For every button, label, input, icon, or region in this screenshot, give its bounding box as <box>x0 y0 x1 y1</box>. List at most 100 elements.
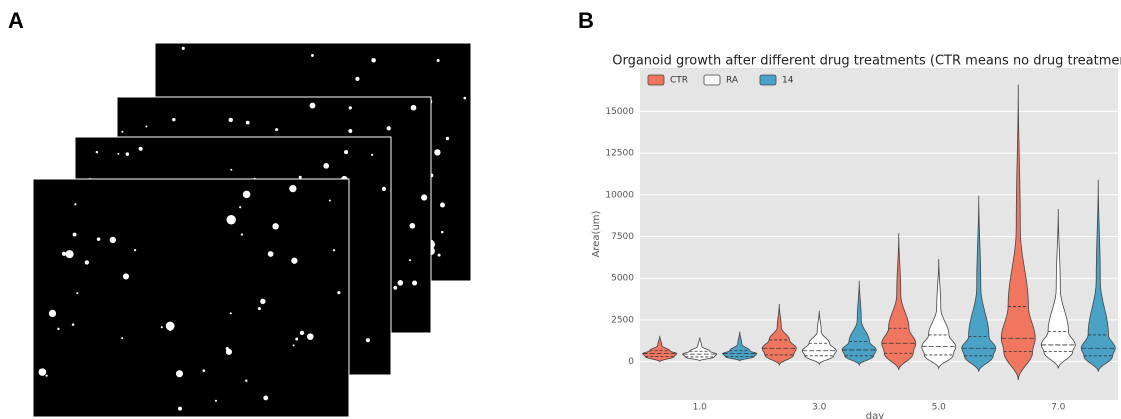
organoid-dot <box>299 176 302 179</box>
organoid-dot <box>307 333 314 340</box>
micrograph <box>33 179 349 417</box>
organoid-dot <box>410 223 416 229</box>
organoid-dot <box>412 281 417 286</box>
y-tick-label: 12500 <box>605 149 634 159</box>
organoid-dot <box>178 407 182 411</box>
organoid-dot <box>293 344 295 346</box>
organoid-dot <box>300 331 304 335</box>
organoid-dot <box>310 103 316 109</box>
organoid-dot <box>65 250 73 258</box>
x-tick-label: 7.0 <box>1051 403 1066 413</box>
organoid-dot <box>337 291 340 294</box>
organoid-dot <box>57 328 59 330</box>
organoid-dot <box>260 299 265 304</box>
y-tick-label: 15000 <box>605 107 634 117</box>
organoid-dot <box>117 153 119 155</box>
organoid-dot <box>441 231 444 234</box>
organoid-dot <box>411 105 417 111</box>
organoid-dot <box>245 380 247 382</box>
organoid-dot <box>62 252 66 256</box>
organoid-dot <box>215 400 217 402</box>
organoid-dot <box>268 251 274 257</box>
organoid-dot <box>393 286 397 290</box>
organoid-dot <box>258 307 261 310</box>
organoid-dot <box>329 200 331 202</box>
panel-label: B <box>578 8 594 33</box>
organoid-dot <box>49 310 56 317</box>
legend-swatch <box>648 75 664 85</box>
image-stack <box>33 43 471 417</box>
organoid-dot <box>243 191 251 199</box>
organoid-dot <box>123 273 129 279</box>
organoid-dot <box>387 126 391 130</box>
organoid-dot <box>121 337 123 339</box>
organoid-dot <box>382 187 386 191</box>
organoid-dot <box>76 292 78 294</box>
organoid-dot <box>295 337 298 340</box>
organoid-dot <box>96 151 98 153</box>
organoid-dot <box>323 163 329 169</box>
organoid-dot <box>230 312 232 314</box>
organoid-dot <box>46 375 48 377</box>
legend-label: 14 <box>782 76 794 86</box>
organoid-dot <box>226 347 229 350</box>
x-tick-label: 5.0 <box>932 403 947 413</box>
organoid-dot <box>344 150 348 154</box>
legend-swatch <box>704 75 720 85</box>
organoid-dot <box>161 326 163 328</box>
organoid-dot <box>311 54 314 57</box>
organoid-dot <box>246 121 250 125</box>
organoid-dot <box>239 206 241 208</box>
legend-label: CTR <box>670 76 688 86</box>
organoid-dot <box>202 369 205 372</box>
organoid-dot <box>371 58 376 63</box>
organoid-dot <box>166 322 175 331</box>
organoid-dot <box>333 249 335 251</box>
organoid-dot <box>97 237 101 241</box>
organoid-dot <box>73 233 77 237</box>
x-tick-label: 3.0 <box>812 403 827 413</box>
y-tick-label: 2500 <box>611 315 634 325</box>
organoid-dot <box>230 169 232 171</box>
organoid-dot <box>291 258 297 264</box>
organoid-dot <box>275 128 278 131</box>
organoid-dot <box>121 131 123 133</box>
x-tick-label: 1.0 <box>693 403 708 413</box>
organoid-dot <box>272 223 278 229</box>
organoid-dot <box>437 59 440 62</box>
organoid-dot <box>263 396 268 401</box>
organoid-dot <box>139 147 143 151</box>
figure: A B Organoid growth after different drug… <box>0 0 1121 419</box>
y-tick-label: 10000 <box>605 190 634 200</box>
organoid-dot <box>241 233 243 235</box>
organoid-dot <box>72 323 75 326</box>
organoid-dot <box>145 125 147 127</box>
organoid-dot <box>398 280 404 286</box>
legend-label: RA <box>726 76 739 86</box>
y-axis-label: Area(um) <box>591 210 602 257</box>
x-axis-label: day <box>866 411 884 419</box>
organoid-dot <box>229 118 233 122</box>
organoid-dot <box>440 202 445 207</box>
organoid-dot <box>348 129 352 133</box>
organoid-dot <box>110 237 116 243</box>
organoid-dot <box>39 368 47 376</box>
y-tick-label: 7500 <box>611 232 634 242</box>
panel-label: A <box>8 8 24 33</box>
legend-swatch <box>760 75 776 85</box>
organoid-dot <box>349 106 352 109</box>
organoid-dot <box>371 154 373 156</box>
chart-title: Organoid growth after different drug tre… <box>612 54 1121 69</box>
organoid-dot <box>134 249 136 251</box>
organoid-dot <box>355 77 359 81</box>
organoid-dot <box>289 185 296 192</box>
organoid-dot <box>74 203 76 205</box>
organoid-dot <box>434 149 440 155</box>
y-tick-label: 5000 <box>611 274 634 284</box>
organoid-dot <box>85 260 89 264</box>
organoid-dot <box>446 137 449 140</box>
organoid-dot <box>463 97 466 100</box>
y-tick-label: 0 <box>628 357 634 367</box>
organoid-dot <box>182 47 185 50</box>
organoid-dot <box>438 254 441 257</box>
